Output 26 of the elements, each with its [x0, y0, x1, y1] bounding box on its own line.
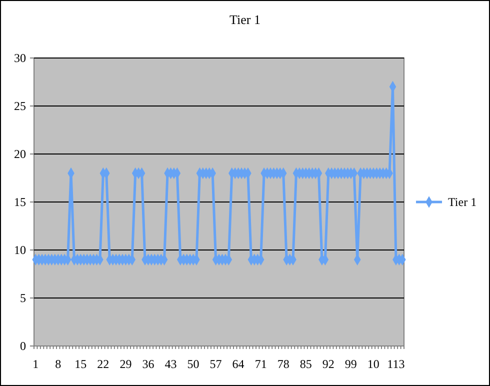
- x-tick-label: 78: [277, 357, 290, 371]
- x-tick-label: 92: [322, 357, 334, 371]
- y-tick-label: 10: [14, 243, 26, 258]
- x-tick-label: 71: [254, 357, 267, 371]
- x-tick-label: 36: [142, 357, 154, 371]
- x-tick-label: 15: [74, 357, 87, 371]
- y-tick-label: 5: [20, 291, 26, 306]
- y-tick-label: 30: [14, 51, 26, 66]
- x-tick-label: 10: [367, 357, 380, 371]
- legend-label: Tier 1: [448, 195, 477, 210]
- y-tick-label: 15: [14, 195, 26, 210]
- x-tick-label: 29: [120, 357, 132, 371]
- x-tick-label: 57: [210, 357, 222, 371]
- x-tick-label: 99: [344, 357, 357, 371]
- chart-title: Tier 1: [230, 12, 260, 27]
- y-tick-label: 0: [20, 339, 26, 354]
- x-tick-label: 22: [97, 357, 110, 371]
- x-tick-label: 64: [232, 357, 244, 371]
- x-tick-label: 1: [32, 357, 39, 371]
- x-tick-label: 85: [300, 357, 312, 371]
- x-tick-label: 43: [164, 357, 177, 371]
- y-tick-label: 20: [14, 147, 26, 162]
- x-tick-label: 50: [187, 357, 200, 371]
- x-tick-label: 8: [55, 357, 62, 371]
- y-tick-label: 25: [14, 99, 26, 114]
- x-tick-label: 113: [387, 357, 405, 371]
